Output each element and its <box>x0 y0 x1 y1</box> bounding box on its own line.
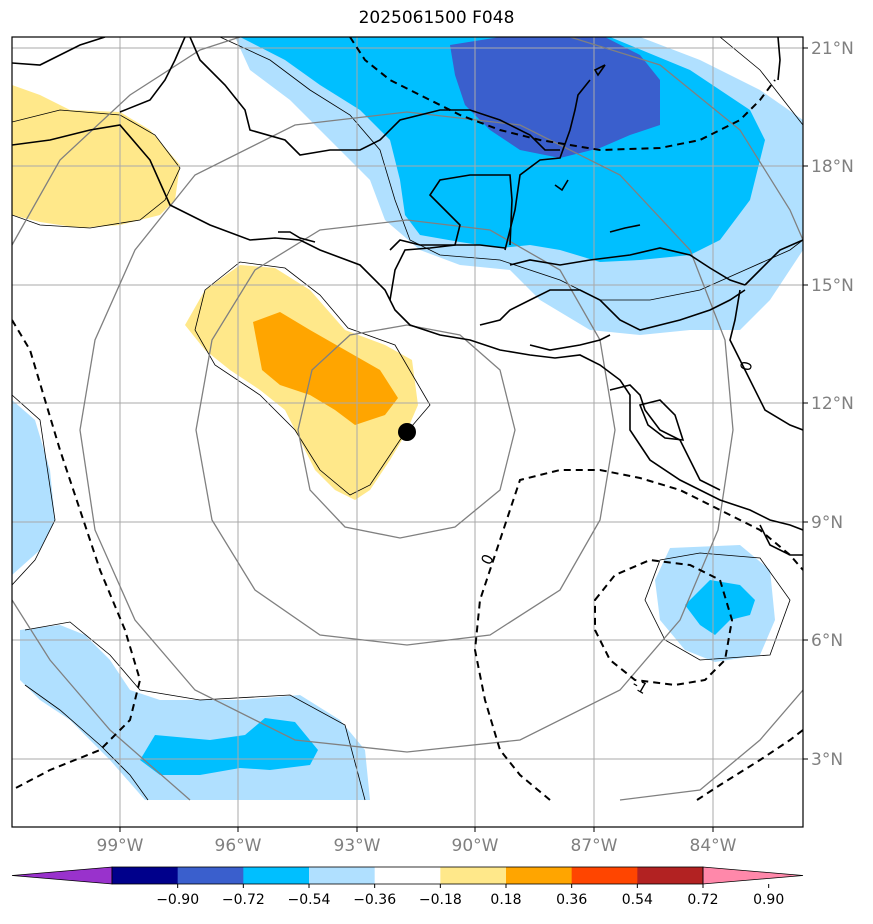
colorbar-bin <box>112 867 179 884</box>
map-frame <box>11 36 804 828</box>
lon-label-87w: 87°W <box>571 836 618 856</box>
colorbar-bin <box>506 867 573 884</box>
colorbar-tick-label: 0.54 <box>622 892 653 908</box>
colorbar: −0.90 −0.72 −0.54 −0.36 −0.18 0.18 0.36 0.54 0.7… <box>11 866 804 908</box>
colorbar-tick-label: −0.72 <box>222 892 265 908</box>
contour-south-central <box>473 469 803 801</box>
colorbar-bin <box>374 867 441 884</box>
contour-label-zero-east: 0 <box>736 359 756 373</box>
range-ring-4 <box>12 37 803 801</box>
contour-southeast <box>696 729 803 801</box>
colorbar-bin <box>177 867 244 884</box>
lat-label-12n: 12°N <box>811 394 854 414</box>
colorbar-bin <box>440 867 507 884</box>
lat-label-9n: 9°N <box>811 513 843 533</box>
lat-label-15n: 15°N <box>811 276 854 296</box>
map-title: 2025061500 F048 <box>358 8 515 28</box>
colorbar-tick-label: −0.54 <box>288 892 331 908</box>
negative-anomaly-dark-north <box>450 37 660 158</box>
positive-anomaly-light-northwest <box>12 85 180 228</box>
contour-north <box>349 37 776 152</box>
colorbar-extend-low <box>11 866 113 885</box>
contour-label-zero-south: 0 <box>477 551 497 567</box>
negative-anomaly-mid-southeast <box>685 580 755 635</box>
range-ring-1 <box>297 324 516 539</box>
lat-label-3n: 3°N <box>811 750 843 770</box>
colorbar-tick-label: −0.90 <box>156 892 199 908</box>
colorbar-bin <box>637 867 704 884</box>
colorbar-tick-label: 0.90 <box>753 892 784 908</box>
colorbar-bin <box>571 867 638 884</box>
positive-anomaly-mid-central <box>253 312 398 425</box>
range-ring-3 <box>79 111 734 753</box>
colorbar-tick-label: −0.18 <box>419 892 462 908</box>
dashed-contours <box>12 37 803 801</box>
lat-label-21n: 21°N <box>811 39 854 59</box>
colorbar-bin <box>309 867 376 884</box>
negative-anomaly-mid-southwest <box>140 718 318 775</box>
lon-label-93w: 93°W <box>334 836 381 856</box>
colorbar-extend-high <box>702 866 804 885</box>
map-panel: 0 -1 0 <box>12 37 803 827</box>
latitude-axis: 21°N 18°N 15°N 12°N 9°N 6°N 3°N <box>803 39 854 770</box>
colorbar-tick-label: −0.36 <box>353 892 396 908</box>
lon-label-99w: 99°W <box>97 836 144 856</box>
colorbar-tick-label: 0.36 <box>556 892 587 908</box>
range-rings <box>12 37 803 801</box>
longitude-axis: 99°W 96°W 93°W 90°W 87°W 84°W <box>97 827 737 856</box>
coastlines <box>12 37 803 556</box>
graticule <box>12 37 803 827</box>
range-ring-2 <box>195 219 616 646</box>
contour-west <box>12 319 142 791</box>
lat-label-6n: 6°N <box>811 631 843 651</box>
lat-label-18n: 18°N <box>811 157 854 177</box>
negative-anomaly-light-west <box>12 400 55 575</box>
colorbar-outline <box>111 866 704 885</box>
lon-label-84w: 84°W <box>690 836 737 856</box>
colorbar-tick-label: 0.18 <box>490 892 521 908</box>
colorbar-tick-label: 0.72 <box>687 892 718 908</box>
lon-label-90w: 90°W <box>452 836 499 856</box>
shaded-field-layer <box>12 37 803 800</box>
lon-label-96w: 96°W <box>215 836 262 856</box>
storm-center-marker <box>398 423 416 441</box>
colorbar-bin <box>243 867 310 884</box>
